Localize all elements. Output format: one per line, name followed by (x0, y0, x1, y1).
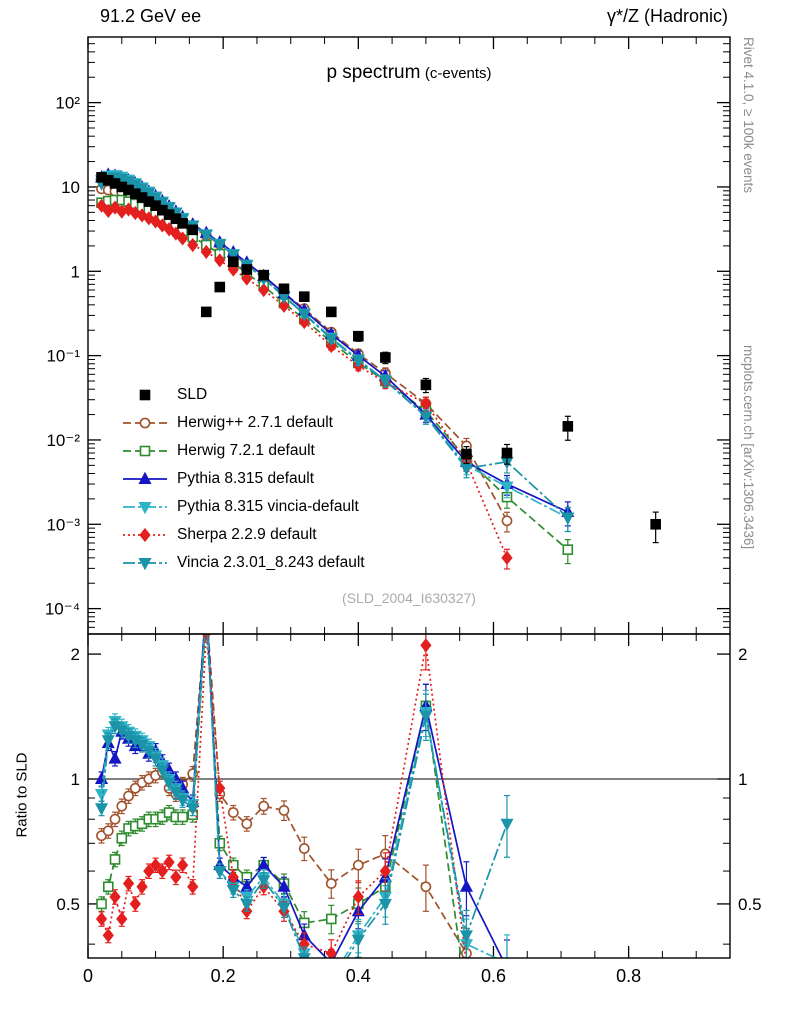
ratio-axis-label: Ratio to SLD (13, 752, 31, 838)
legend-item-sherpa: Sherpa 2.2.9 default (122, 521, 365, 549)
svg-text:10⁻⁴: 10⁻⁴ (45, 600, 80, 619)
legend-marker-icon (123, 527, 167, 543)
legend-marker-icon (123, 417, 167, 429)
series-sld (96, 172, 661, 544)
legend-label: Herwig 7.2.1 default (177, 442, 315, 459)
svg-text:2: 2 (738, 645, 747, 664)
analysis-id-watermark: (SLD_2004_I630327) (342, 590, 476, 606)
legend-marker-icon (123, 445, 167, 457)
svg-text:2: 2 (71, 645, 80, 664)
svg-text:1: 1 (738, 770, 747, 789)
legend-marker-icon (139, 389, 151, 401)
beam-energy-label: 91.2 GeV ee (100, 6, 202, 26)
legend-item-sld: SLD (122, 381, 365, 409)
legend: SLD Herwig++ 2.7.1 default Herwig 7.2.1 de… (122, 381, 365, 577)
plot-title-sub: (c-events) (424, 65, 492, 82)
legend-item-herwig: Herwig 7.2.1 default (122, 437, 365, 465)
svg-text:0.5: 0.5 (738, 895, 762, 914)
svg-text:10⁻³: 10⁻³ (46, 515, 80, 534)
legend-marker-icon (123, 557, 167, 571)
legend-label: Pythia 8.315 vincia-default (177, 498, 359, 515)
svg-text:1: 1 (71, 770, 80, 789)
mcplots-arxiv-note: mcplots.cern.ch [arXiv:1306.3436] (741, 345, 756, 550)
legend-item-pythia: Pythia 8.315 default (122, 465, 365, 493)
svg-text:0.4: 0.4 (346, 966, 371, 986)
svg-text:10²: 10² (55, 94, 80, 113)
series-sherpa-2-2-9-default (95, 634, 470, 958)
legend-label: SLD (177, 386, 208, 403)
series-vincia-2-3-01-8-243-default (94, 634, 514, 958)
legend-item-vincia: Vincia 2.3.01_8.243 default (122, 549, 365, 577)
rivet-version-note: Rivet 4.1.0, ≥ 100k events (741, 37, 756, 193)
legend-label: Herwig++ 2.7.1 default (177, 414, 333, 431)
legend-marker-icon (123, 501, 167, 515)
svg-text:10⁻¹: 10⁻¹ (46, 347, 80, 366)
legend-label: Sherpa 2.2.9 default (177, 526, 317, 543)
legend-label: Pythia 8.315 default (177, 470, 315, 487)
svg-text:1: 1 (71, 262, 80, 281)
plot-title-main: p spectrum (326, 62, 421, 83)
svg-text:0: 0 (83, 966, 93, 986)
svg-text:0.2: 0.2 (211, 966, 236, 986)
legend-item-pythia: Pythia 8.315 vincia-default (122, 493, 365, 521)
legend-item-herwig-: Herwig++ 2.7.1 default (122, 409, 365, 437)
svg-text:10: 10 (61, 178, 80, 197)
legend-label: Vincia 2.3.01_8.243 default (177, 554, 365, 571)
svg-text:0.8: 0.8 (616, 966, 641, 986)
plot-title: p spectrum (c-events) (88, 62, 730, 84)
svg-text:0.6: 0.6 (481, 966, 506, 986)
svg-text:10⁻²: 10⁻² (46, 431, 80, 450)
legend-marker-icon (123, 471, 167, 484)
process-label: γ*/Z (Hadronic) (606, 6, 728, 26)
series-herwig-7-2-1-default (96, 634, 462, 958)
svg-text:0.5: 0.5 (56, 895, 80, 914)
